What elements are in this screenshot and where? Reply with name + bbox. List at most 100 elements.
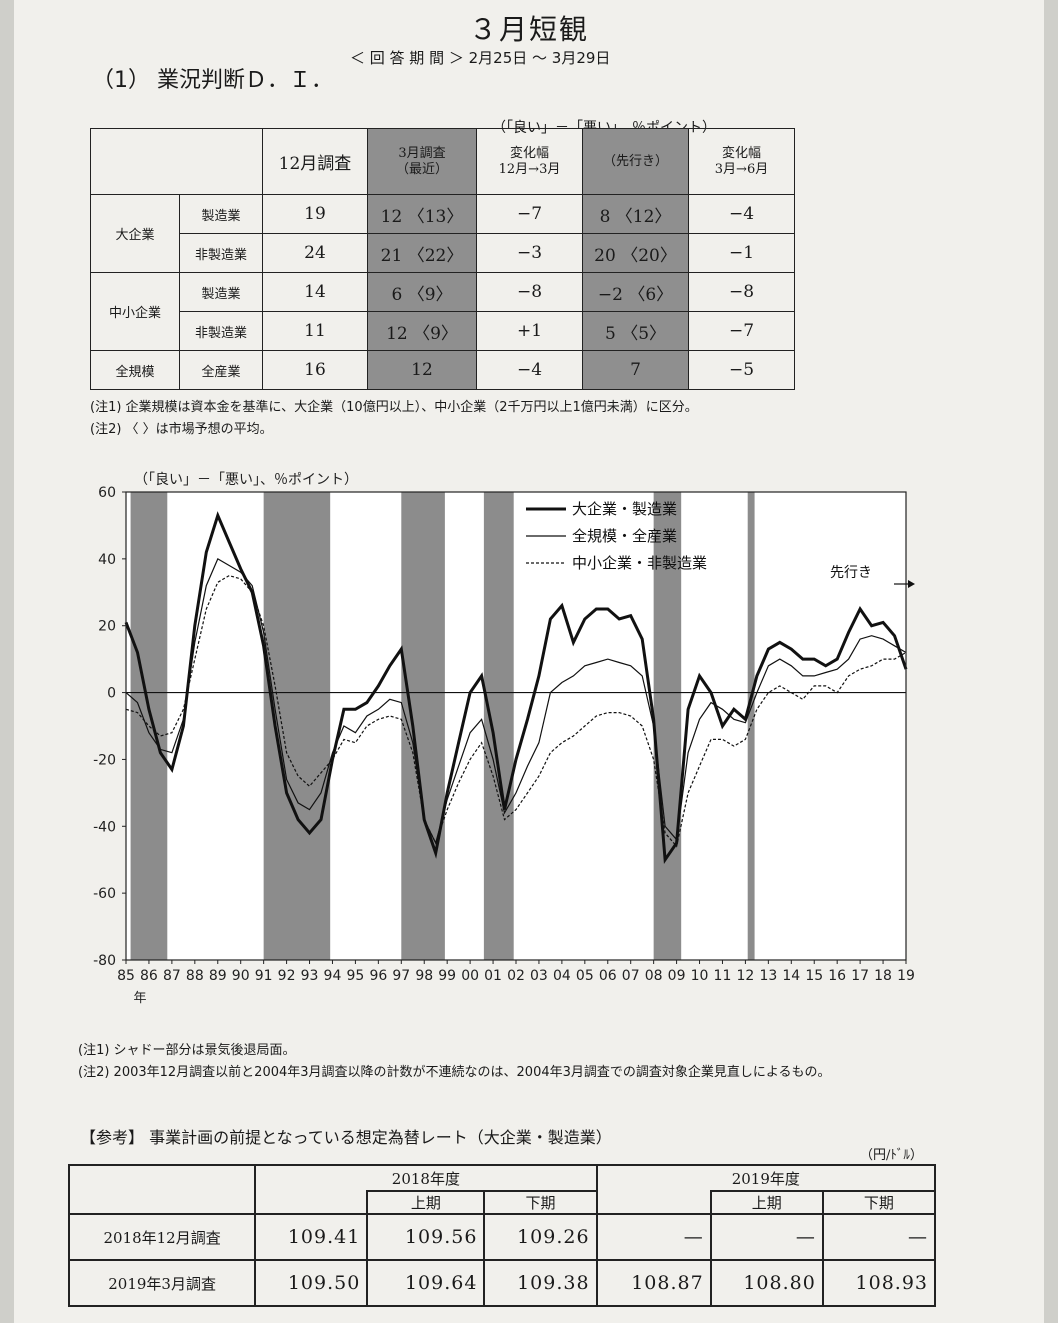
y-tick-label: -20: [93, 752, 116, 768]
fx-value: 109.38: [483, 1259, 598, 1307]
value-chg1: −7: [476, 194, 583, 234]
reference-unit: （円/ﾄﾞﾙ）: [860, 1148, 923, 1163]
di-chart: 60 40 20 0 -20 -40 -60 -80 85 86 87 88 89 90 91 92 93 94 9…: [70, 466, 930, 1016]
x-tick-label: 02: [507, 968, 525, 984]
table-row: 中小企業 製造業 14 6 〈9〉 −8 −2 〈6〉 −8: [90, 272, 795, 351]
fx-corner-cell: [67, 1164, 257, 1215]
value-fwd: 7: [582, 350, 689, 390]
x-tick-label: 19: [897, 968, 915, 984]
x-tick-label: 98: [415, 968, 433, 984]
fx-value: —: [709, 1213, 824, 1261]
recession-band: [653, 492, 682, 960]
fx-value: —: [821, 1213, 937, 1261]
recession-band: [483, 492, 514, 960]
value-chg1: −8: [476, 272, 583, 312]
table-row: 非製造業 11 12 〈9〉 +1 5 〈5〉 −7: [91, 311, 795, 351]
fx-row-label: 2019年3月調査: [67, 1259, 257, 1307]
fx-header-second-half: 下期: [483, 1190, 598, 1215]
x-tick-label: 15: [805, 968, 823, 984]
table-row: 2019年3月調査 109.50 109.64 109.38 108.87 10…: [67, 1259, 937, 1307]
table-corner-cell: [90, 128, 263, 195]
x-tick-label: 87: [163, 968, 181, 984]
x-tick-label: 18: [874, 968, 892, 984]
fx-header-fy2018-full: [254, 1191, 369, 1215]
legend-label: 大企業・製造業: [572, 500, 677, 518]
table-note-1: (注1) 企業規模は資本金を基準に、大企業（10億円以上）、中小企業（2千万円以…: [90, 400, 698, 415]
x-tick-label: 90: [232, 968, 250, 984]
x-tick-label: 96: [369, 968, 387, 984]
x-tick-label: 14: [782, 968, 800, 984]
value-mar: 12: [367, 350, 477, 390]
value-chg2: −7: [688, 311, 795, 351]
chart-notes: (注1) シャドー部分は景気後退局面。 (注2) 2003年12月調査以前と20…: [78, 1040, 831, 1084]
x-tick-label: 09: [668, 968, 686, 984]
industry-label: 非製造業: [179, 233, 263, 273]
page-title: ３月短観: [468, 13, 589, 46]
y-tick-label: -60: [93, 886, 116, 902]
value-dec: 14: [262, 272, 368, 312]
x-unit-label: 年: [133, 991, 146, 1006]
fx-row-label: 2018年12月調査: [67, 1213, 257, 1261]
x-tick-label: 05: [576, 968, 594, 984]
y-tick-label: 40: [98, 552, 116, 568]
fx-header-second-half: 下期: [821, 1190, 937, 1215]
table-row: 非製造業 24 21 〈22〉 −3 20 〈20〉 −1: [91, 233, 795, 273]
fx-value: 108.80: [709, 1259, 824, 1307]
value-dec: 24: [262, 233, 368, 273]
table-row: 大企業 製造業 19 12 〈13〉 −7 8 〈12〉 −4: [90, 194, 795, 273]
header-chg2: 変化幅 3月→6月: [688, 128, 795, 195]
fx-header-fy2018: 2018年度: [254, 1164, 598, 1191]
forecast-arrow-head: [908, 580, 915, 588]
x-tick-label: 12: [736, 968, 754, 984]
x-tick-label: 17: [851, 968, 869, 984]
x-tick-label: 97: [392, 968, 410, 984]
y-tick-label: -40: [93, 819, 116, 835]
header-mar: 3月調査 （最近）: [367, 128, 477, 195]
x-tick-label: 10: [691, 968, 709, 984]
x-tick-label: 85: [117, 968, 135, 984]
value-chg2: −4: [688, 194, 795, 234]
industry-label: 製造業: [179, 194, 263, 234]
fx-value: 109.41: [254, 1213, 369, 1261]
fx-value: 108.93: [821, 1259, 937, 1307]
x-tick-label: 04: [553, 968, 571, 984]
y-tick-label: 20: [98, 619, 116, 635]
value-chg2: −8: [688, 272, 795, 312]
fx-value: 109.50: [254, 1259, 369, 1307]
table-note-2: (注2) 〈 〉は市場予想の平均。: [90, 422, 273, 437]
recession-band: [130, 492, 168, 960]
value-chg2: −1: [688, 233, 795, 273]
x-tick-label: 16: [828, 968, 846, 984]
value-fwd: −2 〈6〉: [582, 272, 689, 312]
x-tick-label: 06: [599, 968, 617, 984]
reference-title: 【参考】 事業計画の前提となっている想定為替レート（大企業・製造業）: [80, 1128, 612, 1147]
x-tick-label: 11: [714, 968, 732, 984]
fx-header-first-half: 上期: [366, 1190, 486, 1215]
value-dec: 19: [262, 194, 368, 234]
value-chg1: +1: [476, 311, 583, 351]
fx-table: 2018年度 2019年度 上期 下期 上期 下期 2018年12月調査 109…: [67, 1164, 937, 1307]
x-tick-label: 03: [530, 968, 548, 984]
x-tick-label: 88: [186, 968, 204, 984]
industry-label: 非製造業: [179, 311, 263, 351]
table-row: 2018年12月調査 109.41 109.56 109.26 — — —: [67, 1213, 937, 1261]
fx-value: —: [595, 1213, 712, 1261]
series-line-1: [124, 511, 908, 865]
industry-label: 全産業: [179, 350, 263, 390]
x-tick-label: 94: [324, 968, 342, 984]
fx-header-fy2019: 2019年度: [595, 1164, 937, 1191]
industry-label: 製造業: [179, 272, 263, 312]
x-tick-label: 86: [140, 968, 158, 984]
value-mar: 21 〈22〉: [367, 233, 477, 273]
value-dec: 16: [262, 350, 368, 390]
value-mar: 12 〈13〉: [367, 194, 477, 234]
x-tick-label: 92: [278, 968, 296, 984]
header-fwd: （先行き）: [582, 128, 689, 195]
y-tick-label: -80: [93, 953, 116, 969]
x-tick-label: 93: [301, 968, 319, 984]
value-chg1: −4: [476, 350, 583, 390]
value-chg1: −3: [476, 233, 583, 273]
fx-value: 109.64: [366, 1259, 486, 1307]
di-table: 12月調査 3月調査 （最近） 変化幅 12月→3月 （先行き） 変化幅 3月→…: [90, 128, 795, 390]
